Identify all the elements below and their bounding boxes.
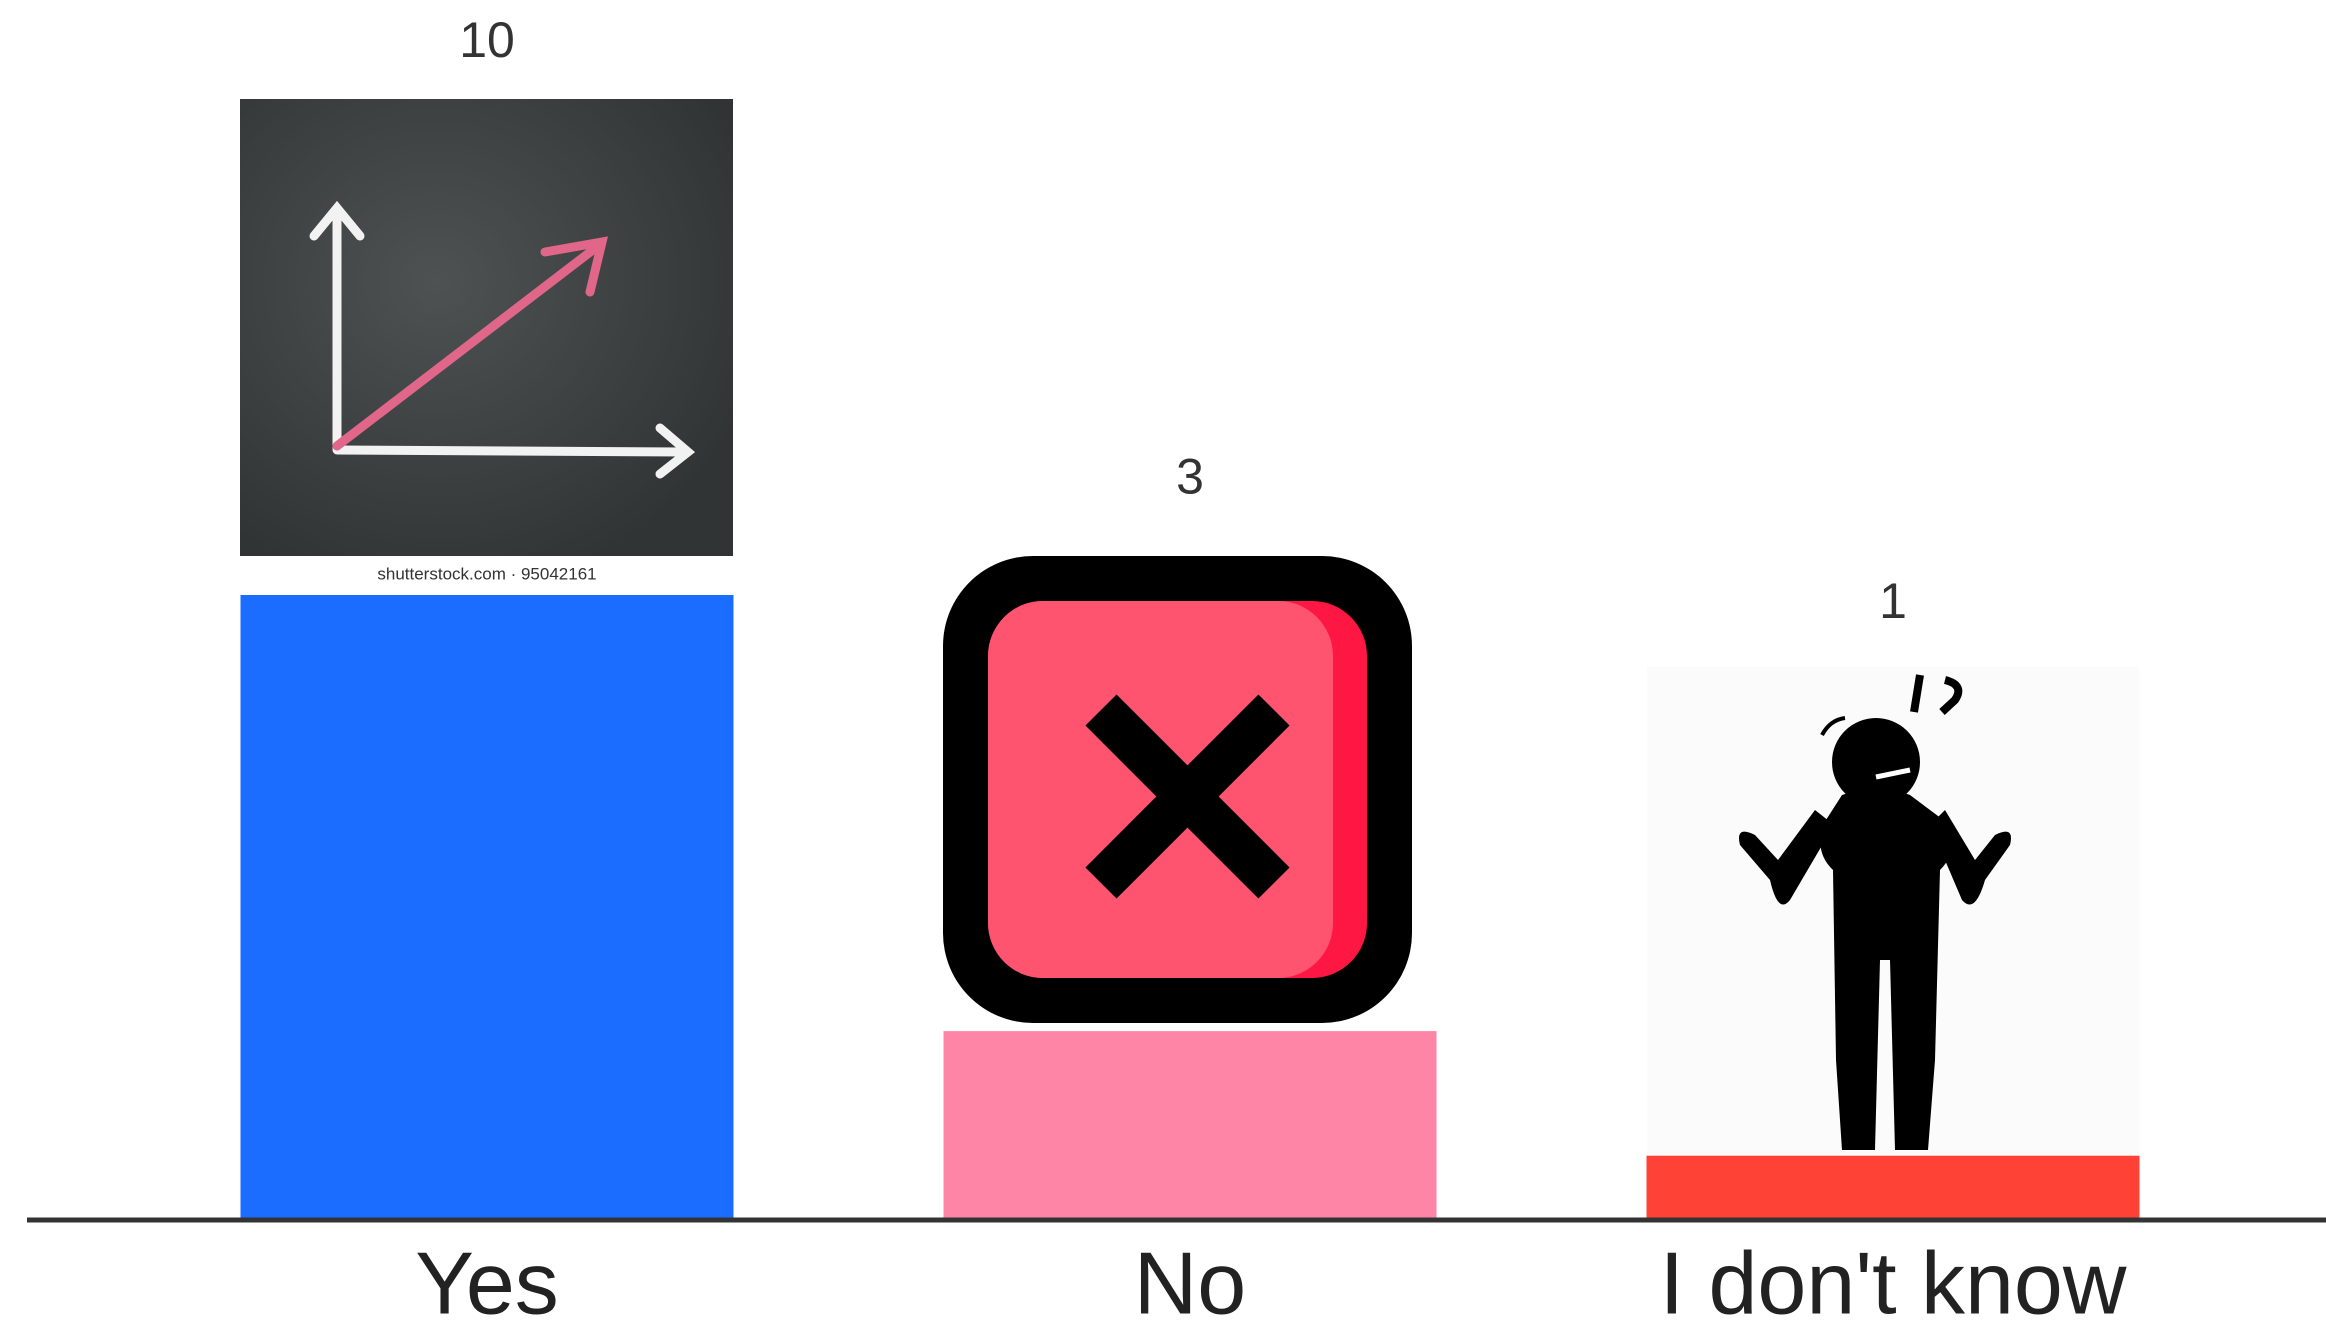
bar: [1646, 1155, 2140, 1218]
value-label: 3: [1176, 448, 1204, 504]
x-tick-label: No: [1134, 1233, 1247, 1329]
bar: [943, 1031, 1437, 1218]
yes-image: shutterstock.com · 95042161: [240, 99, 733, 592]
value-label: 10: [459, 12, 515, 68]
x-tick-label: Yes: [415, 1233, 559, 1329]
no-image: [943, 556, 1412, 1023]
bar: [240, 595, 734, 1218]
idk-image: [1647, 667, 2139, 1154]
x-tick-label: I don't know: [1660, 1233, 2127, 1329]
value-label: 1: [1879, 573, 1907, 629]
image-caption: shutterstock.com · 95042161: [377, 564, 596, 583]
